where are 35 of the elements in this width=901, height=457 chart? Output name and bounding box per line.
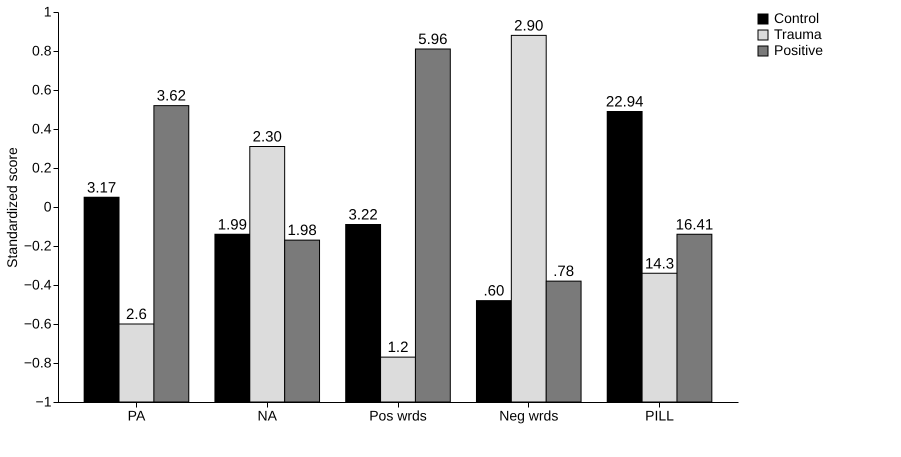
annotation: 3.17 [86, 179, 116, 196]
annotation: 14.3 [644, 255, 674, 272]
x-tick-label: Neg wrds [499, 408, 558, 424]
y-tick-label: 0 [44, 198, 52, 214]
annotation: 2.6 [126, 306, 147, 323]
y-tick-label: −0.6 [24, 316, 52, 332]
annotation: 2.90 [514, 17, 544, 34]
y-axis-title: Standardized score [4, 146, 20, 268]
y-tick-label: 0.6 [32, 82, 52, 98]
annotation: 1.99 [218, 216, 247, 234]
y-tick-label: −0.4 [24, 276, 52, 292]
annotation: 16.41 [676, 216, 714, 234]
annotation: 2.30 [252, 128, 282, 146]
y-tick-label: 1 [44, 4, 52, 20]
y-tick-label: −1 [36, 394, 52, 410]
annotation: 1.2 [388, 339, 408, 356]
legend-label: Trauma [774, 26, 822, 42]
annotation: 3.22 [348, 206, 378, 224]
annotation: 3.62 [156, 88, 186, 105]
x-tick-label: PILL [645, 408, 674, 424]
x-tick-label: Pos wrds [369, 408, 427, 424]
y-tick-label: 0.4 [32, 120, 52, 136]
annotation: 1.98 [288, 222, 317, 240]
x-tick-label: NA [258, 408, 278, 424]
y-tick-label: −0.8 [24, 354, 52, 370]
x-tick-label: PA [128, 408, 146, 424]
legend-label: Positive [774, 42, 824, 58]
annotation: .78 [553, 263, 574, 280]
annotation: .60 [483, 282, 504, 300]
y-tick-label: 0.2 [32, 160, 52, 176]
legend-label: Control [774, 10, 820, 26]
annotation: 22.94 [606, 93, 644, 110]
y-tick-label: −0.2 [24, 238, 52, 254]
annotation: 5.96 [418, 31, 448, 48]
y-tick-label: 0.8 [32, 42, 52, 58]
